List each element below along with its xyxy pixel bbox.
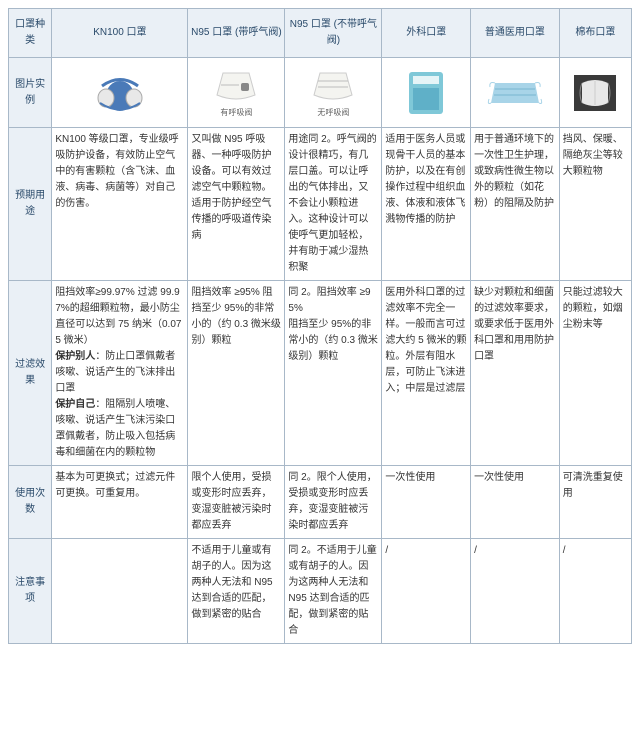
purpose-surgical: 适用于医务人员或现骨干人员的基本防护，以及在有创操作过程中组织血液、体液和液体飞… bbox=[382, 128, 471, 281]
filter-n95: 同 2。阻挡效率 ≥95%阻挡至少 95%的非常小的（约 0.3 微米级别）颗粒 bbox=[285, 281, 382, 466]
img-cotton bbox=[559, 58, 631, 128]
filter-cotton: 只能过滤较大的颗粒，如烟尘粉末等 bbox=[559, 281, 631, 466]
caption-valve: 有呼吸阀 bbox=[220, 107, 252, 120]
col-header-rowlabel: 口罩种类 bbox=[9, 9, 52, 58]
usage-surgical: 一次性使用 bbox=[382, 466, 471, 539]
rowlabel-filter: 过滤效果 bbox=[9, 281, 52, 466]
header-row: 口罩种类 KN100 口罩 N95 口罩 (带呼气阀) N95 口罩 (不带呼气… bbox=[9, 9, 632, 58]
col-header-surgical: 外科口罩 bbox=[382, 9, 471, 58]
usage-medical: 一次性使用 bbox=[471, 466, 560, 539]
caution-n95: 同 2。不适用于儿童或有胡子的人。因为这两种人无法和 N95 达到合适的匹配，做… bbox=[285, 539, 382, 644]
usage-kn100: 基本为可更换式；过滤元件可更换。可重复用。 bbox=[52, 466, 188, 539]
n95-icon bbox=[308, 65, 358, 105]
usage-n95v: 限个人使用，受损或变形时应丢弃，变湿变脏被污染时都应丢弃 bbox=[188, 466, 285, 539]
filter-medical: 缺少对颗粒和细菌的过滤效率要求，或要求低于医用外科口罩和用用防护口罩 bbox=[471, 281, 560, 466]
filter-kn100: 阻挡效率≥99.97% 过滤 99.97%的超细颗粒物，最小防尘直径可以达到 7… bbox=[52, 281, 188, 466]
img-kn100 bbox=[52, 58, 188, 128]
usage-cotton: 可清洗重复使用 bbox=[559, 466, 631, 539]
n95-valve-icon bbox=[211, 65, 261, 105]
caption-novalve: 无呼吸阀 bbox=[317, 107, 349, 120]
img-n95-novalve: 无呼吸阀 bbox=[285, 58, 382, 128]
img-surgical bbox=[382, 58, 471, 128]
caution-medical: / bbox=[471, 539, 560, 644]
col-header-n95-valve: N95 口罩 (带呼气阀) bbox=[188, 9, 285, 58]
row-filter: 过滤效果 阻挡效率≥99.97% 过滤 99.97%的超细颗粒物，最小防尘直径可… bbox=[9, 281, 632, 466]
purpose-cotton: 挡风、保暖、隔绝灰尘等较大颗粒物 bbox=[559, 128, 631, 281]
caution-n95v: 不适用于儿童或有胡子的人。因为这两种人无法和 N95 达到合适的匹配，做到紧密的… bbox=[188, 539, 285, 644]
col-header-n95-novalve: N95 口罩 (不带呼气阀) bbox=[285, 9, 382, 58]
col-header-kn100: KN100 口罩 bbox=[52, 9, 188, 58]
surgical-flat-icon bbox=[487, 73, 543, 113]
img-medical bbox=[471, 58, 560, 128]
purpose-kn100: KN100 等级口罩，专业级呼吸防护设备，有效防止空气中的有害颗粒（含飞沫、血液… bbox=[52, 128, 188, 281]
row-caution: 注意事项 不适用于儿童或有胡子的人。因为这两种人无法和 N95 达到合适的匹配，… bbox=[9, 539, 632, 644]
row-image: 图片实例 bbox=[9, 58, 632, 128]
purpose-n95v: 又叫做 N95 呼吸器、一种呼吸防护设备。可以有效过滤空气中颗粒物。适用于防护经… bbox=[188, 128, 285, 281]
filter-n95v: 阻挡效率 ≥95% 阻挡至少 95%的非常小的（约 0.3 微米级别）颗粒 bbox=[188, 281, 285, 466]
rowlabel-purpose: 预期用途 bbox=[9, 128, 52, 281]
caution-surgical: / bbox=[382, 539, 471, 644]
cotton-mask-icon bbox=[572, 73, 618, 113]
img-n95-valve: 有呼吸阀 bbox=[188, 58, 285, 128]
rowlabel-image: 图片实例 bbox=[9, 58, 52, 128]
col-header-cotton: 棉布口罩 bbox=[559, 9, 631, 58]
purpose-medical: 用于普通环境下的一次性卫生护理，或致病性微生物以外的颗粒（如花粉）的阻隔及防护 bbox=[471, 128, 560, 281]
mask-comparison-table: 口罩种类 KN100 口罩 N95 口罩 (带呼气阀) N95 口罩 (不带呼气… bbox=[8, 8, 632, 644]
rowlabel-caution: 注意事项 bbox=[9, 539, 52, 644]
purpose-n95: 用途同 2。呼气阀的设计很精巧，有几层口盖。可以让呼出的气体排出，又不会让小颗粒… bbox=[285, 128, 382, 281]
filter-surgical: 医用外科口罩的过滤效率不完全一样。一般而言可过滤大约 5 微米的颗粒。外层有阻水… bbox=[382, 281, 471, 466]
caution-cotton: / bbox=[559, 539, 631, 644]
rowlabel-usage: 使用次数 bbox=[9, 466, 52, 539]
respirator-icon bbox=[92, 68, 148, 118]
row-purpose: 预期用途 KN100 等级口罩，专业级呼吸防护设备，有效防止空气中的有害颗粒（含… bbox=[9, 128, 632, 281]
caution-kn100 bbox=[52, 539, 188, 644]
col-header-medical: 普通医用口罩 bbox=[471, 9, 560, 58]
surgical-pack-icon bbox=[403, 68, 449, 118]
row-usage: 使用次数 基本为可更换式；过滤元件可更换。可重复用。 限个人使用，受损或变形时应… bbox=[9, 466, 632, 539]
usage-n95: 同 2。限个人使用，受损或变形时应丢弃，变湿变脏被污染时都应丢弃 bbox=[285, 466, 382, 539]
